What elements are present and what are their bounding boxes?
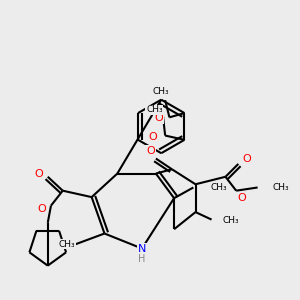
Text: CH₃: CH₃ <box>211 183 227 192</box>
Text: CH₃: CH₃ <box>273 183 289 192</box>
Text: O: O <box>242 154 251 164</box>
Text: O: O <box>237 193 246 203</box>
Text: CH₃: CH₃ <box>146 105 163 114</box>
Text: O: O <box>146 146 155 156</box>
Text: H: H <box>138 254 146 264</box>
Text: CH₃: CH₃ <box>222 216 239 225</box>
Text: N: N <box>138 244 146 254</box>
Text: O: O <box>37 204 46 214</box>
Text: O: O <box>154 113 163 123</box>
Text: O: O <box>35 169 44 178</box>
Text: CH₃: CH₃ <box>59 240 76 249</box>
Text: O: O <box>148 132 157 142</box>
Text: CH₃: CH₃ <box>153 87 169 96</box>
